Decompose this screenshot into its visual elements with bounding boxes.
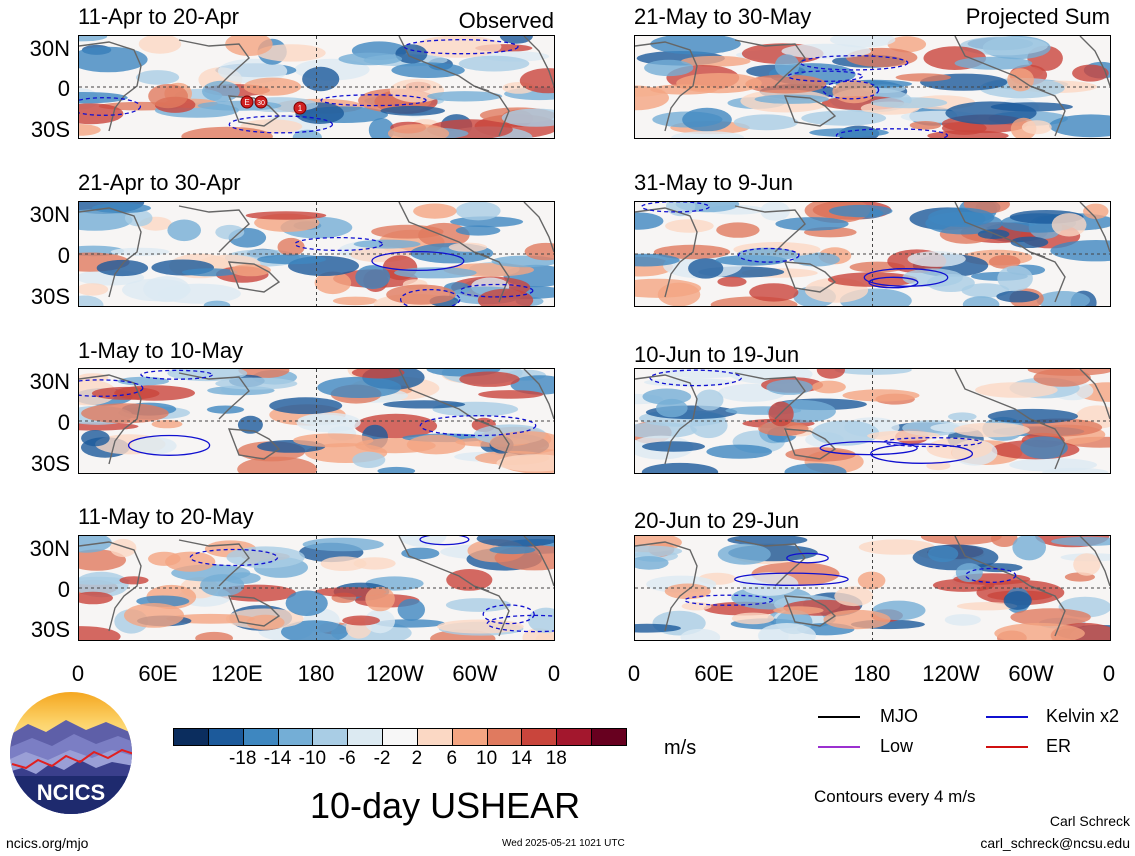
map-panel-obs-3	[78, 368, 555, 474]
map-panel-proj-2	[634, 201, 1111, 307]
y-tick-30n: 30N	[29, 202, 70, 227]
map-panel-proj-3	[634, 368, 1111, 474]
x-tick: 60E	[138, 661, 178, 686]
map-panel-obs-1	[78, 35, 555, 139]
panel-title-obs-3: 1-May to 10-May	[78, 338, 244, 363]
colorbar-tick-label: 6	[446, 748, 458, 769]
y-tick-30s: 30S	[30, 117, 70, 142]
colorbar-tick-label: -10	[298, 748, 327, 769]
y-tick-30s: 30S	[30, 451, 70, 476]
x-tick: 120W	[366, 661, 424, 686]
legend-er-line	[986, 746, 1028, 748]
x-tick: 60W	[452, 661, 498, 686]
logo-text: NCICS	[37, 780, 105, 805]
x-tick: 180	[297, 661, 335, 686]
colorbar-tick-label: 10	[476, 748, 498, 769]
y-tick-0: 0	[57, 243, 70, 268]
legend-kelvin-label: Kelvin x2	[1046, 706, 1120, 726]
colorbar-swatch	[312, 728, 349, 746]
main-title: 10-day USHEAR	[310, 785, 581, 826]
colorbar-swatch	[277, 728, 314, 746]
y-tick-0: 0	[57, 577, 70, 602]
author-email[interactable]: carl_schreck@ncsu.edu	[980, 835, 1130, 851]
y-tick-30s: 30S	[30, 284, 70, 309]
ncics-logo: NCICS	[8, 690, 134, 816]
map-panel-proj-1	[634, 35, 1111, 139]
y-tick-30n: 30N	[29, 36, 70, 61]
colorbar-tick-label: -18	[228, 748, 257, 769]
x-tick: 0	[627, 661, 641, 686]
colorbar-unit: m/s	[664, 737, 697, 759]
panel-title-proj-3: 10-Jun to 19-Jun	[634, 342, 800, 367]
panel-title-obs-2: 21-Apr to 30-Apr	[78, 170, 241, 195]
y-tick-30n: 30N	[29, 369, 70, 394]
colorbar-swatch	[591, 728, 627, 746]
map-panel-proj-4	[634, 535, 1111, 641]
timestamp: Wed 2025-05-21 1021 UTC	[502, 838, 625, 849]
panel-title-proj-1: 21-May to 30-May	[634, 4, 812, 29]
colorbar-swatch	[207, 728, 244, 746]
x-tick: 60W	[1008, 661, 1054, 686]
panel-title-proj-2: 31-May to 9-Jun	[634, 170, 793, 195]
x-tick: 180	[853, 661, 891, 686]
colorbar-swatch	[556, 728, 593, 746]
legend-er-label: ER	[1046, 736, 1072, 756]
legend-low-line	[818, 746, 860, 748]
storm-marker-30-label: 30	[257, 100, 265, 107]
colorbar-tick-label: -6	[338, 748, 356, 769]
x-tick: 0	[71, 661, 85, 686]
storm-marker-e-label: E	[244, 98, 249, 107]
x-tick: 60E	[694, 661, 734, 686]
y-tick-30s: 30S	[30, 617, 70, 642]
x-tick: 0	[1102, 661, 1116, 686]
legend-kelvin-line	[986, 716, 1028, 718]
map-panel-obs-2	[78, 201, 555, 307]
storm-marker-e: E	[240, 94, 254, 115]
y-tick-0: 0	[57, 76, 70, 101]
panel-title-obs-4: 11-May to 20-May	[78, 504, 254, 529]
legend-mjo-label: MJO	[880, 706, 918, 726]
projected-label: Projected Sum	[965, 4, 1110, 29]
observed-label: Observed	[458, 8, 554, 33]
colorbar-tick-label: -2	[373, 748, 391, 769]
x-tick: 120W	[922, 661, 980, 686]
storm-marker-30: 30	[254, 94, 268, 115]
colorbar-swatch	[486, 728, 523, 746]
colorbar-swatch	[451, 728, 488, 746]
colorbar-swatch	[242, 728, 279, 746]
panel-title-obs-1: 11-Apr to 20-Apr	[78, 4, 240, 29]
x-tick: 0	[547, 661, 561, 686]
colorbar-tick-label: 14	[510, 748, 533, 769]
contours-note: Contours every 4 m/s	[814, 787, 976, 806]
colorbar-swatch	[416, 728, 453, 746]
map-panel-obs-4	[78, 535, 555, 641]
colorbar-tick-label: 18	[545, 748, 567, 769]
y-tick-30n: 30N	[29, 536, 70, 561]
panel-title-proj-4: 20-Jun to 29-Jun	[634, 508, 800, 533]
colorbar-swatch	[173, 728, 209, 746]
colorbar-tick-label: 2	[411, 748, 423, 769]
colorbar-tick-label: -14	[263, 748, 292, 769]
colorbar-swatch	[347, 728, 384, 746]
x-tick: 120E	[767, 661, 819, 686]
x-tick: 120E	[211, 661, 263, 686]
storm-marker-1-label: 1	[298, 104, 303, 113]
author: Carl Schreck	[1049, 813, 1130, 829]
legend-low-label: Low	[880, 736, 914, 756]
website-link[interactable]: ncics.org/mjo	[6, 835, 89, 851]
storm-marker-1: 1	[293, 100, 307, 121]
legend-mjo-line	[818, 716, 860, 718]
colorbar-swatch	[521, 728, 558, 746]
y-tick-0: 0	[57, 410, 70, 435]
colorbar-swatch	[382, 728, 418, 746]
